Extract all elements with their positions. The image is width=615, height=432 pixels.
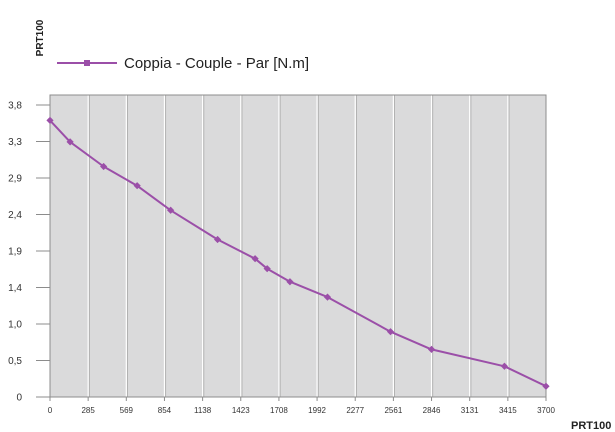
x-tick-label: 1992 <box>308 406 326 415</box>
series-line <box>49 119 547 388</box>
x-tick-label: 3415 <box>499 406 517 415</box>
x-ticks: 0 285 569 854 1138 1423 1708 1992 2277 2561 2846 31… <box>48 397 555 415</box>
x-tick-label: 2561 <box>384 406 402 415</box>
x-tick-label: 1138 <box>194 406 212 415</box>
data-point <box>251 255 259 263</box>
data-point <box>427 345 436 353</box>
data-point <box>46 116 54 124</box>
data-point <box>263 265 271 273</box>
y-tick-label: 3,3 <box>8 137 22 148</box>
plot-area <box>50 95 546 397</box>
y-tick-label: 0 <box>16 393 22 404</box>
x-tick-label: 2277 <box>346 406 364 415</box>
x-tick-label: 3700 <box>537 406 555 415</box>
y-tick-label: 1,9 <box>8 247 22 258</box>
data-point <box>213 235 222 244</box>
data-point <box>100 162 108 171</box>
x-tick-label: 2846 <box>423 406 441 415</box>
data-point <box>66 138 74 146</box>
y-ticks: 3,8 3,3 2,9 2,4 1,9 1,4 1,0 0,5 0 <box>8 101 50 404</box>
y-tick-label: 1,0 <box>8 320 22 331</box>
y-tick-label: 1,4 <box>8 283 22 294</box>
x-tick-label: 285 <box>81 406 95 415</box>
data-point <box>386 328 395 336</box>
legend-label: Coppia - Couple - Par [N.m] <box>124 55 309 72</box>
y-tick-label: 0,5 <box>8 356 22 367</box>
y-tick-label: 3,8 <box>8 101 22 112</box>
x-axis-title: PRT100 <box>571 420 611 432</box>
y-tick-label: 2,4 <box>8 210 22 221</box>
data-point <box>133 182 141 190</box>
data-point <box>286 278 294 286</box>
data-point <box>500 362 509 370</box>
x-tick-label: 1423 <box>232 406 250 415</box>
x-tick-label: 1708 <box>270 406 288 415</box>
series-layer <box>46 116 550 390</box>
data-point <box>542 382 550 390</box>
x-tick-label: 3131 <box>461 406 479 415</box>
y-axis-title: PRT100 <box>35 19 46 56</box>
x-tick-label: 0 <box>48 406 53 415</box>
data-point <box>167 206 175 214</box>
data-point <box>323 293 332 301</box>
x-tick-label: 569 <box>120 406 134 415</box>
y-tick-label: 2,9 <box>8 174 22 185</box>
legend-marker <box>84 60 90 66</box>
x-tick-label: 854 <box>158 406 172 415</box>
legend: Coppia - Couple - Par [N.m] <box>57 55 309 72</box>
grid <box>87 95 510 397</box>
